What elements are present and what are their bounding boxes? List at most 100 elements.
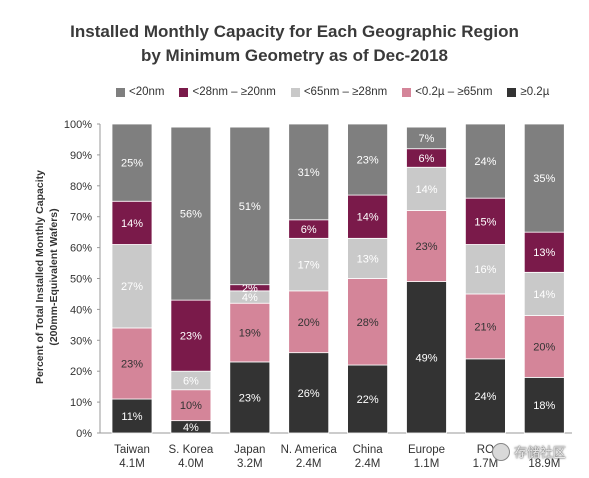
x-capacity-label: 4.1M <box>119 458 145 470</box>
data-label: 23% <box>415 241 437 253</box>
bar-segment <box>347 278 389 366</box>
x-capacity-label: 3.2M <box>237 458 263 470</box>
data-label: 23% <box>121 358 143 370</box>
bar-segment <box>288 290 330 354</box>
bar-segment <box>229 302 271 363</box>
x-category-label: N. America <box>281 444 338 456</box>
legend-swatch <box>290 87 300 97</box>
data-label: 23% <box>239 392 261 404</box>
x-capacity-label: 4.0M <box>178 458 204 470</box>
legend-label: <65nm – ≥28nm <box>303 86 388 98</box>
bar-segment <box>347 123 389 196</box>
x-category-label: RO <box>477 444 494 456</box>
legend-label: <28nm – ≥20nm <box>192 86 276 98</box>
x-category-label: Japan <box>234 444 265 456</box>
chart-title-line-1: Installed Monthly Capacity for Each Geog… <box>70 22 519 41</box>
x-capacity-label: 1.1M <box>414 458 440 470</box>
data-label: 26% <box>298 388 320 400</box>
x-category-label: China <box>353 444 384 456</box>
y-tick-label: 50% <box>70 274 92 286</box>
bar-segment <box>347 237 389 279</box>
data-label: 21% <box>474 321 496 333</box>
wechat-icon <box>492 442 510 461</box>
data-label: 28% <box>357 317 379 329</box>
bar-segment <box>229 126 271 286</box>
legend-swatch <box>402 87 412 97</box>
legend-swatch <box>179 87 189 97</box>
bar-segment <box>170 389 212 422</box>
data-label: 27% <box>121 281 143 293</box>
y-tick-label: 40% <box>70 304 92 316</box>
y-tick-label: 30% <box>70 335 92 347</box>
data-label: 4% <box>183 422 199 434</box>
y-tick-label: 70% <box>70 212 92 224</box>
data-label: 14% <box>357 212 379 224</box>
data-label: 13% <box>357 253 379 265</box>
legend: <20nm <28nm – ≥20nm <65nm – ≥28nm <0.2µ – ≥… <box>116 86 549 98</box>
data-label: 15% <box>474 216 496 228</box>
legend-label: ≥0.2µ <box>520 86 550 98</box>
data-label: 49% <box>415 352 437 364</box>
x-category-label: Europe <box>408 444 445 456</box>
x-capacity-label: 2.4M <box>296 458 322 470</box>
x-capacity-label: 2.4M <box>355 458 381 470</box>
x-capacity-label: 1.7M <box>473 458 499 470</box>
chart-title-line-2: by Minimum Geometry as of Dec-2018 <box>140 46 449 65</box>
legend-label: <20nm <box>129 86 165 98</box>
data-label: 6% <box>183 375 199 387</box>
data-label: 7% <box>419 133 435 145</box>
data-label: 20% <box>533 341 555 353</box>
data-label: 22% <box>357 394 379 406</box>
y-tick-label: 100% <box>64 119 92 131</box>
bar-segment <box>347 194 389 239</box>
legend-label: <0.2µ – ≥65nm <box>415 86 493 98</box>
bar-segment <box>464 293 506 360</box>
data-label: 25% <box>121 158 143 170</box>
bar-segment <box>464 358 506 434</box>
bar-segment <box>229 361 271 434</box>
bar-segment <box>288 123 330 221</box>
bar-segment <box>170 126 212 301</box>
legend-item: <28nm – ≥20nm <box>179 86 276 98</box>
x-category-label: Taiwan <box>114 444 150 456</box>
bar-segment <box>523 123 565 233</box>
y-tick-label: 10% <box>70 397 92 409</box>
y-tick-label: 0% <box>76 428 92 440</box>
data-label: 14% <box>121 218 143 230</box>
bar-segment <box>111 327 153 400</box>
data-label: 2% <box>242 283 258 295</box>
data-label: 6% <box>301 224 317 236</box>
legend-item: <65nm – ≥28nm <box>290 86 388 98</box>
data-label: 14% <box>533 289 555 301</box>
data-label: 10% <box>180 400 202 412</box>
data-label: 20% <box>298 317 320 329</box>
legend-swatch <box>507 87 517 97</box>
bar-segment <box>111 123 153 202</box>
y-tick-label: 20% <box>70 366 92 378</box>
legend-swatch <box>116 87 125 97</box>
watermark: 存储社区 <box>492 442 566 461</box>
data-label: 35% <box>533 173 555 185</box>
bar-segment <box>464 197 506 245</box>
x-category-label: S. Korea <box>169 444 214 456</box>
data-label: 51% <box>239 201 261 213</box>
data-label: 4% <box>242 292 258 304</box>
bar-segment <box>464 123 506 199</box>
legend-item: <0.2µ – ≥65nm <box>402 86 492 98</box>
data-label: 6% <box>419 153 435 165</box>
data-label: 23% <box>180 331 202 343</box>
bar-segment <box>170 299 212 372</box>
data-label: 14% <box>415 184 437 196</box>
data-label: 18% <box>533 400 555 412</box>
data-label: 31% <box>298 167 320 179</box>
data-label: 19% <box>239 328 261 340</box>
data-label: 23% <box>357 155 379 167</box>
watermark-text: 存储社区 <box>514 445 567 460</box>
data-label: 24% <box>474 391 496 403</box>
data-label: 56% <box>180 209 202 221</box>
y-tick-label: 60% <box>70 243 92 255</box>
bar-segment <box>347 364 389 434</box>
data-label: 17% <box>298 260 320 272</box>
x-capacity-label: 18.9M <box>528 458 560 470</box>
